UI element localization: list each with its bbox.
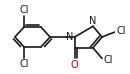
Text: Cl: Cl <box>103 55 113 65</box>
Text: N: N <box>89 16 97 26</box>
Text: Cl: Cl <box>19 59 29 69</box>
Text: Cl: Cl <box>19 5 29 15</box>
Text: N: N <box>66 32 74 42</box>
Text: Cl: Cl <box>116 26 126 36</box>
Text: O: O <box>71 60 79 70</box>
